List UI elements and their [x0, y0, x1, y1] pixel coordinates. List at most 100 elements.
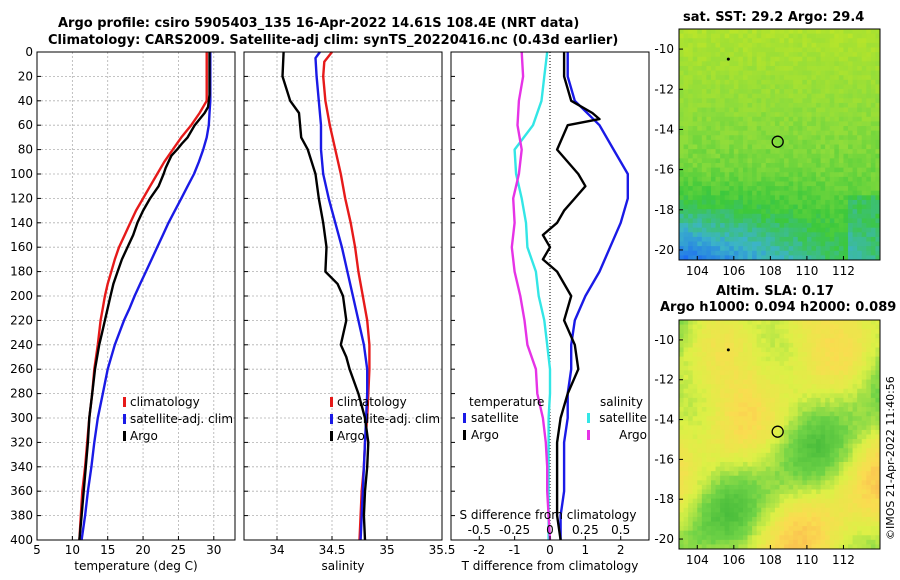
heatmap-cell — [797, 38, 803, 44]
heatmap-cell — [825, 484, 831, 490]
heatmap-cell — [701, 107, 707, 113]
heatmap-cell — [779, 236, 785, 242]
heatmap-cell — [701, 402, 707, 408]
heatmap-cell — [720, 489, 726, 495]
heatmap-cell — [738, 320, 744, 325]
heatmap-cell — [738, 429, 744, 435]
heatmap-cell — [848, 56, 853, 62]
heatmap-cell — [701, 176, 707, 182]
heatmap-cell — [688, 61, 694, 67]
heatmap-cell — [825, 342, 831, 348]
heatmap-cell — [756, 429, 762, 435]
heatmap-cell — [806, 544, 812, 550]
heatmap-cell — [688, 411, 694, 417]
heatmap-cell — [715, 167, 721, 173]
heatmap-cell — [752, 89, 758, 95]
y-tick-label: 300 — [10, 411, 33, 425]
heatmap-cell — [784, 452, 790, 458]
heatmap-cell — [715, 213, 721, 219]
heatmap-cell — [825, 135, 831, 141]
heatmap-cell — [838, 167, 844, 173]
heatmap-cell — [793, 42, 799, 48]
heatmap-cell — [779, 365, 785, 371]
heatmap-cell — [756, 521, 762, 527]
heatmap-cell — [784, 420, 790, 426]
heatmap-cell — [875, 484, 881, 490]
heatmap-cell — [692, 186, 698, 192]
heatmap-cell — [679, 79, 684, 85]
heatmap-cell — [747, 535, 753, 541]
heatmap-cell — [816, 480, 822, 486]
heatmap-cell — [838, 79, 844, 85]
heatmap-cell — [793, 89, 799, 95]
heatmap-cell — [742, 116, 748, 122]
heatmap-cell — [838, 521, 844, 527]
heatmap-cell — [729, 516, 735, 522]
heatmap-cell — [770, 116, 776, 122]
heatmap-cell — [710, 507, 716, 513]
heatmap-cell — [857, 489, 863, 495]
heatmap-cell — [688, 181, 694, 187]
heatmap-cell — [742, 471, 748, 477]
heatmap-cell — [861, 457, 867, 463]
heatmap-cell — [733, 223, 739, 229]
heatmap-cell — [806, 84, 812, 90]
heatmap-cell — [802, 484, 808, 490]
heatmap-cell — [733, 89, 739, 95]
heatmap-cell — [733, 429, 739, 435]
heatmap-cell — [715, 494, 721, 500]
heatmap-cell — [779, 475, 785, 481]
heatmap-cell — [797, 116, 803, 122]
heatmap-cell — [765, 144, 771, 150]
heatmap-cell — [784, 227, 790, 233]
heatmap-cell — [834, 420, 840, 426]
heatmap-cell — [742, 186, 748, 192]
heatmap-cell — [724, 512, 730, 518]
heatmap-cell — [852, 429, 858, 435]
heatmap-cell — [811, 218, 817, 224]
heatmap-cell — [820, 324, 826, 330]
heatmap-cell — [765, 190, 771, 196]
heatmap-cell — [870, 52, 876, 58]
heatmap-cell — [806, 199, 812, 205]
heatmap-cell — [811, 172, 817, 178]
heatmap-cell — [825, 61, 831, 67]
heatmap-cell — [729, 320, 735, 325]
heatmap-cell — [870, 135, 876, 141]
heatmap-cell — [820, 439, 826, 445]
heatmap-cell — [829, 149, 835, 155]
heatmap-cell — [756, 461, 762, 467]
heatmap-cell — [793, 102, 799, 108]
heatmap-cell — [852, 365, 858, 371]
heatmap-cell — [857, 324, 863, 330]
heatmap-cell — [688, 480, 694, 486]
heatmap-cell — [816, 181, 822, 187]
heatmap-cell — [706, 503, 712, 509]
heatmap-cell — [679, 98, 684, 104]
heatmap-cell — [738, 116, 744, 122]
heatmap-cell — [710, 144, 716, 150]
heatmap-cell — [829, 498, 835, 504]
heatmap-cell — [811, 126, 817, 132]
heatmap-cell — [861, 89, 867, 95]
heatmap-cell — [788, 186, 794, 192]
heatmap-cell — [733, 526, 739, 532]
heatmap-cell — [825, 93, 831, 99]
heatmap-cell — [688, 365, 694, 371]
heatmap-cell — [679, 135, 684, 141]
heatmap-cell — [697, 181, 703, 187]
heatmap-cell — [752, 521, 758, 527]
heatmap-cell — [806, 213, 812, 219]
heatmap-cell — [774, 61, 780, 67]
heatmap-cell — [692, 204, 698, 210]
heatmap-cell — [852, 466, 858, 472]
heatmap-cell — [779, 102, 785, 108]
heatmap-cell — [875, 135, 881, 141]
heatmap-cell — [861, 209, 867, 215]
heatmap-cell — [706, 126, 712, 132]
profile-panel-0: 5 10 15 20 25 3002040608010012014016018020022… — [10, 45, 236, 573]
heatmap-cell — [729, 144, 735, 150]
heatmap-cell — [715, 70, 721, 76]
heatmap-cell — [793, 452, 799, 458]
heatmap-cell — [788, 172, 794, 178]
